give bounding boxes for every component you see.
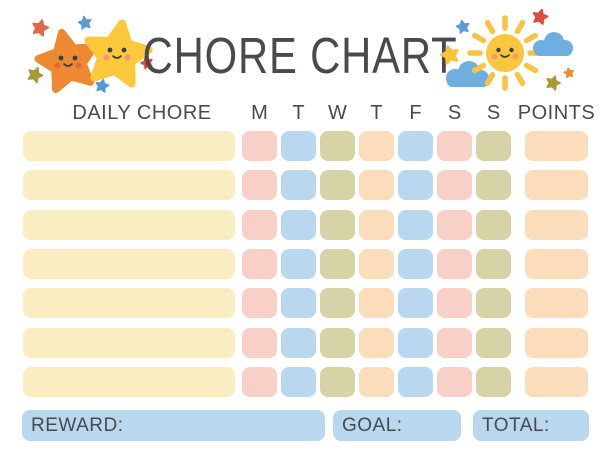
day-cell-row-4-day-6[interactable] [437,249,472,279]
column-header-day-3: W [328,102,347,124]
total-label: TOTAL: [482,415,550,436]
points-cell-row-7[interactable] [525,367,588,397]
day-cell-row-6-day-1[interactable] [242,328,277,358]
day-cell-row-2-day-1[interactable] [242,170,277,200]
day-cell-row-7-day-3[interactable] [320,367,355,397]
day-cell-row-2-day-7[interactable] [476,170,511,200]
day-cell-row-2-day-2[interactable] [281,170,316,200]
reward-label: REWARD: [31,415,124,436]
day-cell-row-1-day-7[interactable] [476,131,511,161]
day-cell-row-6-day-4[interactable] [359,328,394,358]
day-cell-row-6-day-5[interactable] [398,328,433,358]
small-blue-star-icon [78,16,92,30]
day-cell-row-4-day-4[interactable] [359,249,394,279]
day-cell-row-2-day-5[interactable] [398,170,433,200]
day-cell-row-1-day-6[interactable] [437,131,472,161]
right-cloud-icon [533,32,573,56]
points-cell-row-4[interactable] [525,249,588,279]
small-yellow-star-icon [439,44,460,64]
column-header-points: POINTS [517,102,596,124]
day-cell-row-5-day-6[interactable] [437,288,472,318]
day-cell-row-4-day-1[interactable] [242,249,277,279]
chore-name-cell-row-5[interactable] [23,288,235,318]
day-cell-row-4-day-2[interactable] [281,249,316,279]
day-cell-row-5-day-2[interactable] [281,288,316,318]
day-cell-row-6-day-6[interactable] [437,328,472,358]
day-cell-row-3-day-6[interactable] [437,210,472,240]
day-cell-row-5-day-4[interactable] [359,288,394,318]
chore-name-cell-row-3[interactable] [23,210,235,240]
small-red-star-icon [532,8,549,25]
column-header-day-7: S [486,102,501,124]
left-cloud-icon [446,61,489,87]
sun-icon [467,15,543,91]
column-header-day-2: T [292,102,305,124]
column-header-day-1: M [251,102,268,124]
day-cell-row-1-day-2[interactable] [281,131,316,161]
yellow-star-icon [83,19,152,86]
stars-decoration [15,6,170,102]
day-cell-row-2-day-6[interactable] [437,170,472,200]
day-cell-row-3-day-4[interactable] [359,210,394,240]
points-cell-row-5[interactable] [525,288,588,318]
goal-label: GOAL: [342,415,403,436]
total-field[interactable]: TOTAL: [473,410,589,441]
column-header-day-5: F [409,102,422,124]
day-cell-row-1-day-3[interactable] [320,131,355,161]
day-cell-row-3-day-2[interactable] [281,210,316,240]
day-cell-row-2-day-3[interactable] [320,170,355,200]
day-cell-row-4-day-5[interactable] [398,249,433,279]
chore-name-cell-row-4[interactable] [23,249,235,279]
day-cell-row-3-day-7[interactable] [476,210,511,240]
day-cell-row-7-day-6[interactable] [437,367,472,397]
column-header-day-6: S [447,102,462,124]
day-cell-row-1-day-5[interactable] [398,131,433,161]
day-cell-row-4-day-7[interactable] [476,249,511,279]
chore-name-cell-row-6[interactable] [23,328,235,358]
day-cell-row-7-day-5[interactable] [398,367,433,397]
goal-field[interactable]: GOAL: [333,410,461,441]
day-cell-row-4-day-3[interactable] [320,249,355,279]
day-cell-row-3-day-5[interactable] [398,210,433,240]
day-cell-row-7-day-4[interactable] [359,367,394,397]
day-cell-row-5-day-7[interactable] [476,288,511,318]
points-cell-row-2[interactable] [525,170,588,200]
day-cell-row-3-day-1[interactable] [242,210,277,240]
day-cell-row-6-day-2[interactable] [281,328,316,358]
page-title: CHORE CHART [142,27,458,84]
day-cell-row-5-day-1[interactable] [242,288,277,318]
column-header-daily-chore: DAILY CHORE [72,102,212,124]
day-cell-row-7-day-1[interactable] [242,367,277,397]
points-cell-row-6[interactable] [525,328,588,358]
day-cell-row-7-day-2[interactable] [281,367,316,397]
day-cell-row-1-day-1[interactable] [242,131,277,161]
day-cell-row-5-day-3[interactable] [320,288,355,318]
day-cell-row-3-day-3[interactable] [320,210,355,240]
title-wrap: CHORE CHART [0,27,600,84]
small-blue-star-icon [456,19,471,33]
day-cell-row-6-day-3[interactable] [320,328,355,358]
day-cell-row-2-day-4[interactable] [359,170,394,200]
chore-grid [0,131,600,397]
sun-decoration [435,8,600,100]
column-header-day-4: T [370,102,383,124]
small-orange-star-icon [563,67,574,78]
reward-field[interactable]: REWARD: [22,410,325,441]
chore-name-cell-row-1[interactable] [23,131,235,161]
orange-star-icon [34,27,101,92]
points-cell-row-1[interactable] [525,131,588,161]
day-cell-row-6-day-7[interactable] [476,328,511,358]
chore-name-cell-row-7[interactable] [23,367,235,397]
chore-name-cell-row-2[interactable] [23,170,235,200]
points-cell-row-3[interactable] [525,210,588,240]
day-cell-row-7-day-7[interactable] [476,367,511,397]
small-olive-star-icon [545,74,562,90]
day-cell-row-1-day-4[interactable] [359,131,394,161]
day-cell-row-5-day-5[interactable] [398,288,433,318]
